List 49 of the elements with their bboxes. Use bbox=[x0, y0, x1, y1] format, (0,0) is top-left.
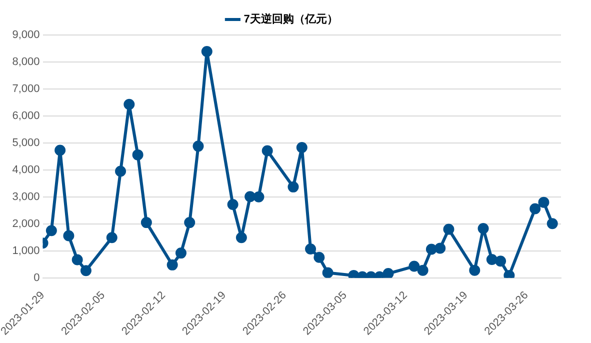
point bbox=[434, 242, 446, 254]
point bbox=[486, 254, 498, 266]
point bbox=[426, 244, 437, 255]
point bbox=[54, 144, 66, 156]
point bbox=[408, 260, 420, 272]
point bbox=[201, 46, 212, 57]
y-tick-label: 3,000 bbox=[12, 190, 40, 203]
y-tick-label: 8,000 bbox=[12, 56, 40, 68]
point bbox=[305, 244, 316, 255]
y-tick-label: 6,000 bbox=[12, 110, 40, 122]
point bbox=[530, 203, 541, 214]
point bbox=[495, 256, 506, 267]
point bbox=[253, 191, 264, 202]
point bbox=[166, 259, 178, 270]
legend-label: 7天逆回购（亿元） bbox=[244, 12, 338, 26]
point bbox=[417, 264, 428, 276]
point bbox=[538, 196, 550, 208]
y-tick-label: 1,000 bbox=[12, 244, 40, 257]
point bbox=[288, 181, 299, 192]
point bbox=[106, 232, 118, 244]
point bbox=[322, 267, 334, 278]
point bbox=[72, 254, 83, 266]
y-tick-label: 2,000 bbox=[12, 218, 40, 230]
y-tick-label: 9,000 bbox=[12, 29, 40, 42]
point bbox=[227, 198, 238, 210]
point bbox=[443, 224, 454, 235]
y-tick-label: 5,000 bbox=[12, 136, 40, 149]
point bbox=[46, 225, 57, 236]
point bbox=[80, 265, 92, 276]
point bbox=[175, 248, 186, 259]
point bbox=[184, 217, 196, 228]
point bbox=[140, 217, 152, 228]
point bbox=[124, 98, 135, 110]
point bbox=[478, 222, 489, 234]
y-tick-label: 0 bbox=[34, 272, 40, 284]
point bbox=[546, 218, 558, 230]
y-tick-label: 4,000 bbox=[12, 164, 40, 176]
point bbox=[262, 145, 273, 156]
point bbox=[115, 166, 126, 177]
point bbox=[192, 140, 204, 152]
point bbox=[244, 191, 256, 202]
point bbox=[382, 268, 394, 278]
point bbox=[236, 232, 247, 244]
point bbox=[132, 149, 144, 160]
point bbox=[296, 142, 308, 154]
point bbox=[63, 230, 74, 242]
y-tick-label: 7,000 bbox=[12, 83, 40, 96]
point bbox=[314, 252, 325, 263]
point bbox=[469, 264, 480, 276]
